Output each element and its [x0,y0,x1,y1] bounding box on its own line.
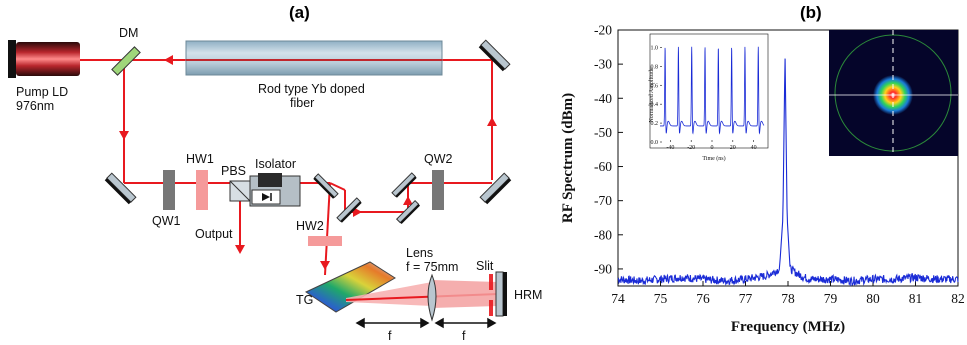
inset-x-title: Time (ns) [702,155,725,162]
high-reflection-mirror: HRM [495,271,542,317]
mirror-periscope-top [391,172,417,198]
panel-b-label: (b) [800,3,822,22]
inset-y-tick-label: 0.6 [651,83,659,89]
pump-label: Pump LD [16,85,68,99]
panel-a: (a) Pump L [8,3,542,343]
fiber-label-line1: Rod type Yb doped [258,82,365,96]
quarter-waveplate-2: QW2 [424,152,453,210]
x-tick-label: 78 [781,291,795,306]
inset-y-tick-label: 0.4 [651,102,659,108]
inset-x-tick-label: 40 [751,145,757,151]
half-waveplate-2: HW2 [296,219,342,246]
output-label: Output [195,227,233,241]
panel-a-label: (a) [289,3,310,22]
mirror-periscope-bottom [395,199,421,225]
mirror-bottom-left [104,172,137,205]
x-tick-label: 80 [866,291,880,306]
mirror-periscope-left [336,197,362,223]
yb-doped-fiber: Rod type Yb doped fiber [185,40,443,110]
y-axis-title: RF Spectrum (dBm) [560,93,576,223]
y-tick-label: -80 [594,227,612,242]
y-tick-label: -30 [594,57,612,72]
inset-y-tick-label: 1.0 [651,45,659,51]
y-axis-ticks: -20 -30 -40 -50 -60 -70 -80 -90 [594,23,623,276]
f-left-label: f [388,329,392,343]
inset-x-tick-label: -40 [666,145,674,151]
transmission-grating: TG [296,261,499,313]
beam-profile-image [829,30,958,156]
inset-pulse-train: 0.0 0.2 0.4 0.6 0.8 1.0 -40 -20 0 20 40 Normalize… [649,33,769,162]
y-tick-label: -90 [594,261,612,276]
slit: Slit [476,259,494,316]
y-tick-label: -50 [594,125,612,140]
inset-y-tick-label: 0.0 [651,140,659,146]
fiber-label-line2: fiber [290,96,314,110]
slit-label: Slit [476,259,494,273]
hrm-label: HRM [514,288,542,302]
half-waveplate-1: HW1 [186,152,214,210]
focal-length-label: f = 75mm [406,260,458,274]
polarizing-beam-splitter: PBS [221,164,251,202]
inset-x-tick-label: 20 [730,145,736,151]
focusing-lens: Lens f = 75mm [406,246,458,322]
inset-x-ticks: -40 -20 0 20 40 [666,140,757,151]
inset-y-ticks: 0.0 0.2 0.4 0.6 0.8 1.0 [651,45,662,146]
dm-label: DM [119,26,138,40]
pulse-train-line [660,46,765,135]
isolator-label: Isolator [255,157,296,171]
y-tick-label: -70 [594,193,612,208]
x-tick-label: 81 [909,291,923,306]
inset-x-tick-label: 0 [711,145,714,151]
pump-laser-diode: Pump LD 976nm [8,40,80,113]
pump-wavelength-label: 976nm [16,99,54,113]
hw1-label: HW1 [186,152,214,166]
y-tick-label: -60 [594,159,612,174]
quarter-waveplate-1: QW1 [152,170,181,228]
mirror-bottom-right [479,172,512,205]
y-tick-label: -20 [594,23,612,38]
lens-label: Lens [406,246,433,260]
panel-b: (b) -20-30-40-50-60-70-80-90 74 75 76 77 78 7… [560,3,965,335]
qw1-label: QW1 [152,214,181,228]
inset-y-tick-label: 0.8 [651,64,659,70]
inset-y-tick-label: 0.2 [651,121,659,127]
inset-frame [649,33,769,149]
qw2-label: QW2 [424,152,453,166]
hw2-label: HW2 [296,219,324,233]
x-axis-title: Frequency (MHz) [731,319,845,335]
x-tick-label: 74 [611,291,625,306]
x-tick-label: 76 [696,291,710,306]
optical-isolator: Isolator [249,157,301,207]
x-tick-label: 77 [739,291,753,306]
x-tick-label: 75 [654,291,668,306]
y-tick-label: -40 [594,91,612,106]
mirror-top-right [478,39,511,72]
x-tick-label: 82 [951,291,965,306]
x-axis-ticks: 74 75 76 77 78 79 80 81 82 [611,281,965,306]
tg-label: TG [296,293,313,307]
x-tick-label: 79 [824,291,838,306]
mirror-hw2-path [313,173,339,199]
focal-distance-arrows [355,317,497,329]
dichroic-mirror: DM [111,26,141,76]
f-right-label: f [462,329,466,343]
beam-arrows [119,55,497,270]
inset-x-tick-label: -20 [687,145,695,151]
rf-spectrum-line [617,58,959,287]
pbs-label: PBS [221,164,246,178]
inset-y-title: Normalized Amplitude [649,67,655,122]
